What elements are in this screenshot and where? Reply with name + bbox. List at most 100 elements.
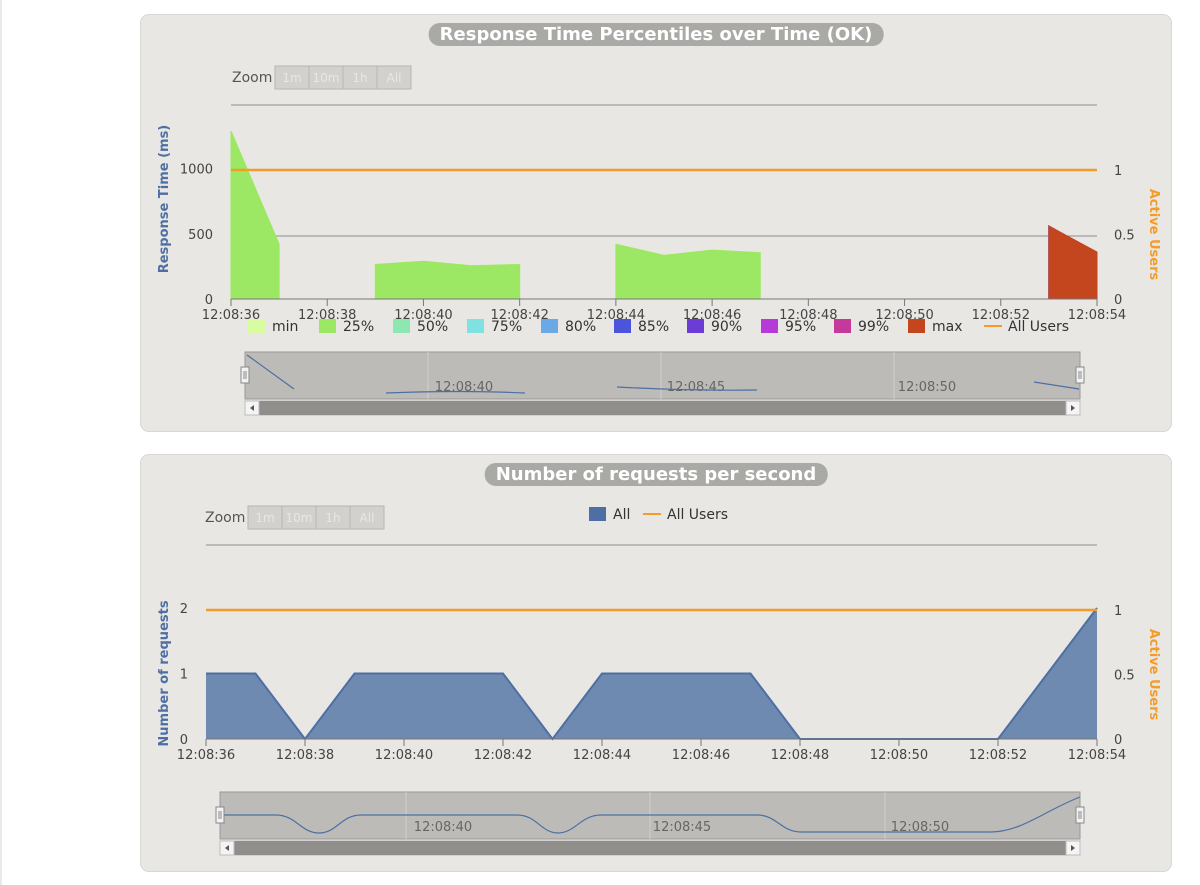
zoom-button-label: 10m [286,511,313,525]
y-right-axis-title: Active Users [1146,189,1161,281]
legend-label: max [932,319,963,335]
navigator-time-label: 12:08:40 [435,380,493,395]
scrollbar-right-arrow-button[interactable] [1065,400,1081,416]
zoom-button-label: 1m [282,71,301,85]
navigator-time-label: 12:08:45 [667,380,725,395]
chevron-left-icon [250,405,254,411]
y-right-tick-label: 0.5 [1114,669,1135,684]
navigator-window[interactable] [244,351,1081,400]
series-25-pct-area [615,243,761,300]
response-time-panel: Response Time Percentiles over Time (OK)… [140,14,1172,432]
handle-grip [1075,366,1085,384]
legend-item-all-users[interactable]: All Users [984,319,1069,335]
zoom-all-button[interactable]: All [349,505,385,530]
y-left-tick-label: 1 [180,668,188,683]
navigator-right-handle[interactable] [1075,366,1085,384]
legend-item-max[interactable]: max [908,319,963,335]
x-tick-label: 12:08:52 [969,748,1027,763]
scrollbar-left-arrow-button[interactable] [219,840,235,856]
y-left-axis-title: Number of requests [157,600,172,746]
zoom-10m-button[interactable]: 10m [281,505,317,530]
zoom-1m-button[interactable]: 1m [274,65,310,90]
navigator-time-label: 12:08:45 [653,820,711,835]
legend-item-50-pct[interactable]: 50% [393,319,448,335]
legend-label: 99% [858,319,889,335]
x-tick-label: 12:08:46 [672,748,730,763]
navigator-series-line [221,796,1081,834]
x-tick-label: 12:08:54 [1068,308,1126,323]
x-tick-label: 12:08:48 [779,308,837,323]
chevron-left-icon [225,845,229,851]
legend-symbol [834,319,851,333]
legend-item-all[interactable]: All [589,507,630,523]
zoom-10m-button[interactable]: 10m [308,65,344,90]
response-time-chart-title: Response Time Percentiles over Time (OK) [428,23,884,46]
zoom-1h-button[interactable]: 1h [342,65,378,90]
handle-grip [1075,806,1085,824]
legend-label: All Users [667,507,728,523]
legend-label: 80% [565,319,596,335]
legend-item-95-pct[interactable]: 95% [761,319,816,335]
navigator-time-label: 12:08:50 [898,380,956,395]
legend-item-90-pct[interactable]: 90% [687,319,742,335]
requests-chart-title: Number of requests per second [484,463,828,486]
legend-label: 85% [638,319,669,335]
navigator-series-line [1033,381,1080,390]
zoom-1m-button[interactable]: 1m [247,505,283,530]
legend-symbol [393,319,410,333]
y-right-tick-label: 0 [1114,293,1122,308]
zoom-1h-button[interactable]: 1h [315,505,351,530]
y-left-tick-label: 0 [205,293,213,308]
legend-symbol [319,319,336,333]
legend-label: 95% [785,319,816,335]
y-right-tick-label: 1 [1114,164,1122,179]
scrollbar-thumb[interactable] [259,401,1066,415]
legend-item-85-pct[interactable]: 85% [614,319,669,335]
scrollbar-right-arrow-button[interactable] [1065,840,1081,856]
x-tick-label: 12:08:42 [490,308,548,323]
legend-label: 50% [417,319,448,335]
x-tick-label: 12:08:54 [1068,748,1126,763]
legend-symbol [467,319,484,333]
navigator-left-handle[interactable] [240,366,250,384]
x-tick-label: 12:08:38 [298,308,356,323]
series-25-pct-area [230,130,280,300]
legend-item-75-pct[interactable]: 75% [467,319,522,335]
legend-symbol [589,507,606,521]
legend-symbol [541,319,558,333]
zoom-button-label: All [387,71,402,85]
y-left-tick-label: 2 [180,602,188,617]
navigator-series-line [385,390,526,394]
zoom-label: Zoom [232,70,272,86]
legend-label: All Users [1008,319,1069,335]
legend-item-all-users[interactable]: All Users [643,507,728,523]
legend-symbol [908,319,925,333]
scrollbar-thumb[interactable] [234,841,1066,855]
legend-label: min [272,319,298,335]
series-25-pct-area [374,260,521,300]
x-tick-label: 12:08:36 [202,308,260,323]
zoom-button-frame [376,65,412,90]
navigator-series-line [616,386,758,391]
y-right-tick-label: 0.5 [1114,229,1135,244]
legend-item-80-pct[interactable]: 80% [541,319,596,335]
navigator-right-handle[interactable] [1075,806,1085,824]
navigator-time-label: 12:08:50 [891,820,949,835]
legend-label: 25% [343,319,374,335]
legend-symbol [614,319,631,333]
navigator-left-handle[interactable] [215,806,225,824]
zoom-button-label: 10m [313,71,340,85]
x-tick-label: 12:08:48 [771,748,829,763]
navigator-series-line [246,354,295,390]
scrollbar-left-arrow-button[interactable] [244,400,260,416]
x-tick-label: 12:08:42 [474,748,532,763]
zoom-all-button[interactable]: All [376,65,412,90]
zoom-button-label: 1h [325,511,340,525]
legend-item-min[interactable]: min [248,319,298,335]
legend-item-99-pct[interactable]: 99% [834,319,889,335]
navigator-time-label: 12:08:40 [414,820,472,835]
legend-item-25-pct[interactable]: 25% [319,319,374,335]
requests-per-second-panel: Number of requests per second Zoom 1m 10m 1… [140,454,1172,872]
handle-grip [215,806,225,824]
